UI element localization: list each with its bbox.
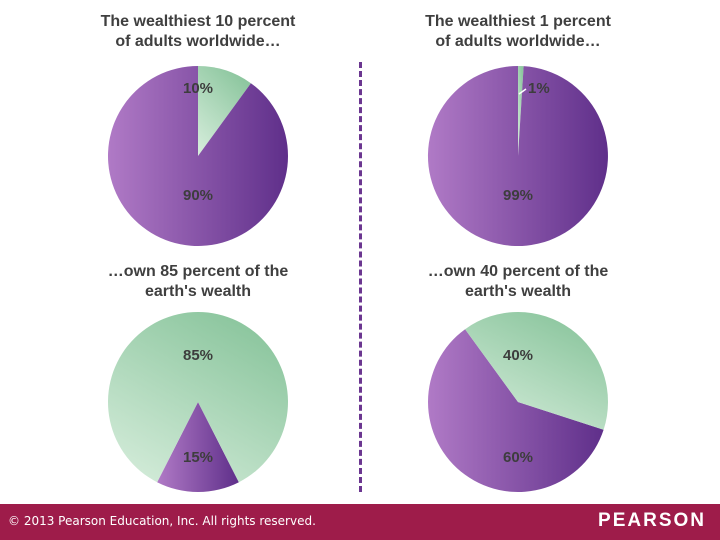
chart-title-own-85: …own 85 percent of the earth's wealth — [107, 263, 289, 300]
pie-2-slice-15 — [157, 402, 239, 492]
pie-chart-wealthiest-1: 1% 99% — [427, 66, 608, 246]
pie-chart-wealthiest-10: 10% 90% — [107, 66, 288, 246]
dashed-divider — [359, 62, 362, 492]
pie-0-slice-90 — [107, 66, 288, 246]
pie-1-slice-1 — [518, 66, 524, 156]
chart-title-wealthiest-1: The wealthiest 1 percent of adults world… — [425, 13, 611, 50]
pie-chart-own-85: 15% 85% — [108, 311, 288, 492]
pie-0-slice-10 — [198, 66, 251, 156]
pie-3-label-40: 40% — [503, 347, 533, 364]
pie-0-label-90: 90% — [183, 187, 213, 204]
pie-1-leader-line — [518, 88, 527, 95]
pie-1-label-1: 1% — [528, 80, 550, 97]
pie-3-slice-40 — [465, 311, 609, 430]
pie-3-label-60: 60% — [503, 449, 533, 466]
chart-title-own-40: …own 40 percent of the earth's wealth — [427, 263, 609, 300]
copyright-text: © 2013 Pearson Education, Inc. All right… — [8, 514, 316, 528]
pie-1-label-99: 99% — [503, 187, 533, 204]
pie-chart-own-40: 60% 40% — [428, 311, 609, 492]
pie-3-slice-60 — [428, 329, 604, 492]
chart-title-wealthiest-10: The wealthiest 10 percent of adults worl… — [100, 13, 296, 50]
footer-bar: © 2013 Pearson Education, Inc. All right… — [0, 504, 720, 540]
pie-2-slice-85 — [108, 311, 288, 483]
pie-0-label-10: 10% — [183, 80, 213, 97]
pie-2-label-85: 85% — [183, 347, 213, 364]
pie-2-label-15: 15% — [183, 449, 213, 466]
pie-1-slice-99 — [427, 66, 608, 246]
pearson-logo: PEARSON — [598, 510, 706, 531]
